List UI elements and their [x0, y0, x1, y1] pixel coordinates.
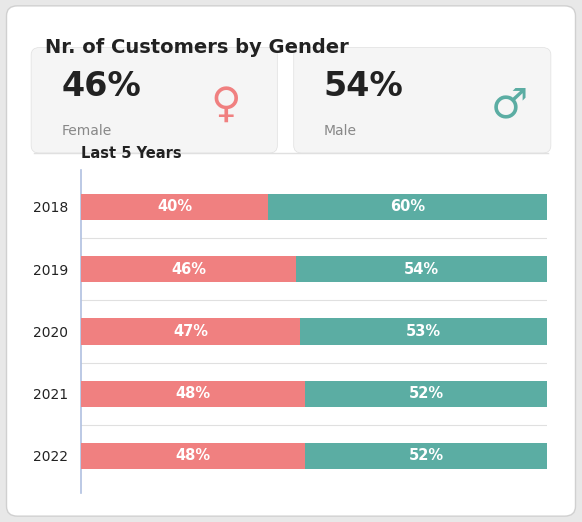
Text: 40%: 40%	[157, 199, 192, 215]
Text: Nr. of Customers by Gender: Nr. of Customers by Gender	[45, 38, 349, 57]
Bar	[300, 318, 547, 345]
Text: Male: Male	[324, 124, 357, 138]
Text: 53%: 53%	[406, 324, 441, 339]
Text: 48%: 48%	[176, 448, 211, 464]
Text: Female: Female	[61, 124, 112, 138]
Text: 52%: 52%	[409, 386, 443, 401]
Bar	[81, 256, 296, 282]
Bar	[268, 194, 547, 220]
Text: 48%: 48%	[176, 386, 211, 401]
Bar	[81, 381, 305, 407]
Text: Last 5 Years: Last 5 Years	[81, 146, 182, 161]
Text: 46%: 46%	[61, 70, 141, 103]
Text: 60%: 60%	[390, 199, 425, 215]
FancyBboxPatch shape	[31, 48, 277, 153]
Bar	[305, 443, 547, 469]
FancyBboxPatch shape	[294, 48, 551, 153]
Text: 52%: 52%	[409, 448, 443, 464]
Text: 46%: 46%	[171, 262, 206, 277]
Bar	[81, 443, 305, 469]
Text: ♂: ♂	[491, 84, 528, 126]
Text: ♀: ♀	[210, 84, 240, 126]
Text: 54%: 54%	[404, 262, 439, 277]
Bar	[296, 256, 547, 282]
Text: 47%: 47%	[173, 324, 208, 339]
Bar	[81, 318, 300, 345]
FancyBboxPatch shape	[6, 6, 576, 516]
Bar	[81, 194, 268, 220]
Bar	[305, 381, 547, 407]
Text: 54%: 54%	[324, 70, 403, 103]
